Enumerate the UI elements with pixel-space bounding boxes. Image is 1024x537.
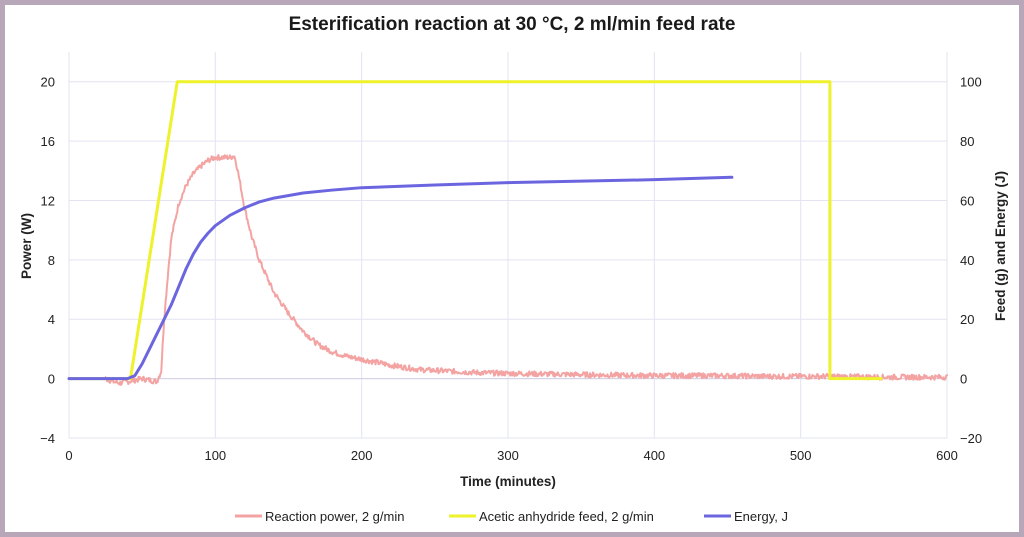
y-right-tick-label-20: 20 xyxy=(960,312,974,327)
legend-label-2: Energy, J xyxy=(734,509,788,524)
chart-frame: Esterification reaction at 30 °C, 2 ml/m… xyxy=(5,5,1019,532)
y-left-tick-label-0: 0 xyxy=(48,372,55,387)
legend-item-0: Reaction power, 2 g/min xyxy=(235,509,404,524)
legend: Reaction power, 2 g/min Acetic anhydride … xyxy=(235,509,788,524)
legend-label-1: Acetic anhydride feed, 2 g/min xyxy=(479,509,654,524)
y-right-tick-label-80: 80 xyxy=(960,134,974,149)
y-right-tick-label--20: −20 xyxy=(960,431,982,446)
x-tick-label-500: 500 xyxy=(790,448,812,463)
x-tick-label-100: 100 xyxy=(204,448,226,463)
y-left-tick-label-16: 16 xyxy=(41,134,55,149)
grid xyxy=(68,52,948,439)
x-tick-label-300: 300 xyxy=(497,448,519,463)
y-right-tick-label-100: 100 xyxy=(960,75,982,90)
y-right-tick-label-60: 60 xyxy=(960,193,974,208)
y-left-tick-label-20: 20 xyxy=(41,75,55,90)
y-left-tick-label--4: −4 xyxy=(40,431,55,446)
ticks: 0 100 200 300 400 500 600 −4 0 4 8 12 16 20 −20 0 20 40 60… xyxy=(40,75,982,463)
y-left-tick-label-4: 4 xyxy=(48,312,55,327)
x-tick-label-600: 600 xyxy=(936,448,958,463)
y-right-tick-label-40: 40 xyxy=(960,253,974,268)
x-tick-label-0: 0 xyxy=(65,448,72,463)
legend-item-2: Energy, J xyxy=(704,509,788,524)
y-right-tick-label-0: 0 xyxy=(960,372,967,387)
chart-title: Esterification reaction at 30 °C, 2 ml/m… xyxy=(289,14,736,35)
y-left-tick-label-12: 12 xyxy=(41,193,55,208)
chart-svg: Esterification reaction at 30 °C, 2 ml/m… xyxy=(19,14,1008,524)
series-line-2 xyxy=(67,175,734,381)
legend-item-1: Acetic anhydride feed, 2 g/min xyxy=(449,509,654,524)
y-axis-right-label: Feed (g) and Energy (J) xyxy=(993,171,1008,321)
legend-label-0: Reaction power, 2 g/min xyxy=(265,509,404,524)
x-tick-label-400: 400 xyxy=(643,448,665,463)
series-line-1 xyxy=(67,80,883,381)
x-axis-label: Time (minutes) xyxy=(460,474,556,489)
y-axis-left-label: Power (W) xyxy=(19,213,34,279)
x-tick-label-200: 200 xyxy=(351,448,373,463)
series-layer xyxy=(67,80,948,386)
series-line-0 xyxy=(68,153,948,386)
y-left-tick-label-8: 8 xyxy=(48,253,55,268)
